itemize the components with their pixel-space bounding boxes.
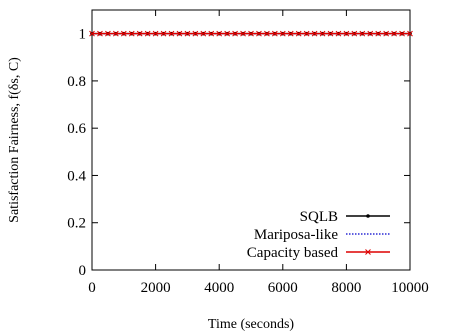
data-point [319, 30, 326, 37]
data-point [216, 30, 223, 37]
data-point [112, 30, 119, 37]
data-point [407, 30, 413, 37]
data-point [224, 30, 231, 37]
data-point [311, 30, 318, 37]
data-point [327, 30, 334, 37]
data-point [97, 30, 103, 37]
data-point [160, 30, 167, 37]
series-layer [89, 30, 413, 37]
data-point [383, 30, 390, 37]
legend-marker [366, 214, 370, 218]
data-point [152, 30, 159, 37]
data-point [200, 30, 207, 37]
data-point [208, 30, 215, 37]
data-point [351, 30, 358, 37]
x-tick-label: 6000 [268, 280, 298, 296]
data-point [287, 30, 294, 37]
data-point [359, 30, 366, 37]
data-point [264, 30, 270, 37]
data-point [391, 30, 397, 37]
x-tick-label: 4000 [204, 280, 234, 296]
data-point [89, 30, 95, 37]
data-point [168, 30, 175, 37]
y-tick-label: 0.2 [67, 216, 86, 232]
data-point [184, 30, 191, 37]
data-point [136, 30, 143, 37]
plot-frame [91, 9, 411, 271]
data-point [128, 30, 135, 37]
data-point [303, 30, 310, 37]
y-tick-label: 0.4 [67, 168, 86, 184]
data-point [192, 30, 199, 37]
legend-marker [365, 249, 371, 255]
series-capacity-based [89, 30, 413, 37]
x-axis-label: Time (seconds) [208, 317, 295, 332]
x-axis: 0 2000 4000 6000 8000 10000 [88, 10, 429, 296]
data-point [120, 30, 127, 37]
data-point [295, 30, 302, 37]
data-point [279, 30, 286, 37]
data-point [232, 30, 238, 37]
y-tick-label: 1 [79, 27, 87, 43]
legend: SQLB Mariposa-like Capacity based [247, 209, 390, 261]
data-point [367, 30, 374, 37]
data-point [240, 30, 246, 37]
y-tick-label: 0.8 [67, 74, 86, 90]
x-tick-label: 10000 [391, 280, 429, 296]
x-tick-label: 8000 [331, 280, 361, 296]
legend-label: SQLB [300, 209, 338, 225]
y-axis-label: Satisfaction Fairness, f(δs, C) [7, 57, 22, 223]
data-point [335, 30, 342, 37]
y-axis: 0 0.2 0.4 0.6 0.8 1 [67, 27, 410, 279]
y-tick-label: 0.6 [67, 121, 86, 137]
y-tick-label: 0 [79, 263, 87, 279]
x-tick-label: 2000 [141, 280, 171, 296]
data-point [248, 30, 254, 37]
data-point [375, 30, 382, 37]
data-point [399, 30, 405, 37]
data-point [256, 30, 262, 37]
data-point [271, 30, 278, 37]
data-point [176, 30, 183, 37]
data-point [144, 30, 151, 37]
legend-label: Capacity based [247, 245, 339, 261]
legend-label: Mariposa-like [254, 227, 338, 243]
data-point [105, 30, 111, 37]
data-point [343, 30, 350, 37]
x-tick-label: 0 [88, 280, 96, 296]
